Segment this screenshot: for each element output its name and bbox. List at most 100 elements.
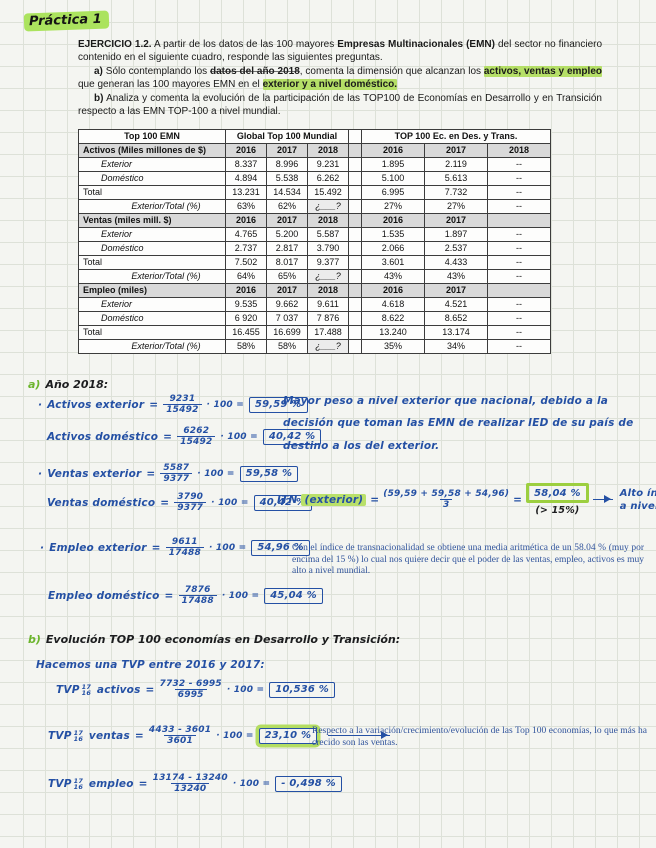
table-gap-cell (348, 311, 362, 326)
table-gap-cell (348, 283, 362, 298)
denominator: 3 (439, 499, 453, 510)
itn-formula: ITN (exterior) = (59,59 + 59,58 + 54,96)… (277, 483, 656, 516)
row-label-cell: Exterior/Total (%) (78, 339, 226, 354)
itn-label: ITN (277, 493, 298, 506)
denominator: 9377 (174, 502, 207, 513)
table-row: Doméstico 6 920 7 037 7 876 8.622 8.652 -- (78, 311, 551, 326)
value-cell: 35% (361, 339, 425, 354)
year-cell: 2016 (225, 143, 267, 158)
equals-sign: = (138, 777, 148, 790)
table-row: Exterior 9.535 9.662 9.611 4.618 4.521 -- (78, 297, 551, 312)
result-box: 10,536 % (269, 681, 335, 698)
numerator: 9231 (169, 394, 196, 404)
year-cell: 2016 (361, 143, 425, 158)
year-cell: 2017 (424, 143, 488, 158)
table-gap-cell (348, 227, 362, 242)
typed-note-b: Respecto a la variación/crecimiento/evol… (312, 726, 647, 748)
fraction: 7732 - 6995 6995 (160, 679, 222, 700)
text-segment: datos del año 2018 (210, 65, 300, 77)
formula-line: · Ventas exterior = 5587 9377 · 100 = 59,58 % (38, 463, 299, 484)
value-cell: 9.662 (266, 297, 308, 312)
times-100: · 100 = (197, 468, 235, 479)
denominator: 13240 (171, 783, 210, 794)
row-label-cell: Doméstico (78, 171, 226, 186)
table-gap-cell (348, 241, 362, 256)
result-box: 59,58 % (239, 465, 299, 482)
year-cell (487, 213, 551, 228)
table-gap-cell (348, 297, 362, 312)
value-cell: 3.790 (307, 241, 349, 256)
result-box: 58,04 % (526, 483, 589, 503)
superscript: 17 (81, 682, 92, 691)
value-cell: 43% (361, 269, 425, 284)
threshold-note: (> 15%) (535, 505, 580, 516)
typed-note-a: Con el índice de transnacionalidad se ob… (292, 543, 644, 577)
value-cell: 27% (424, 199, 488, 214)
heading-text: Evolución TOP 100 economías en Desarroll… (45, 633, 401, 646)
row-label-cell: Exterior/Total (%) (78, 199, 226, 214)
value-cell: 2.066 (361, 241, 425, 256)
times-100: · 100 = (220, 431, 258, 442)
value-cell: -- (487, 255, 551, 270)
subscript: 16 (81, 688, 92, 697)
value-cell: 6 920 (225, 311, 267, 326)
tvp-year-supsub: 17 16 (74, 729, 83, 742)
value-cell: 5.200 (266, 227, 308, 242)
tvp-year-supsub: 17 16 (81, 682, 92, 697)
equals-sign: = (151, 541, 161, 554)
heading-text: Año 2018: (45, 378, 109, 391)
fraction: 9231 15492 (163, 394, 202, 415)
text-segment: activos, ventas y empleo (483, 65, 602, 77)
formula-label: Ventas doméstico (47, 496, 156, 509)
formula-label: TVP 17 16 activos (56, 682, 141, 697)
equals-sign: = (163, 430, 173, 443)
section-label-cell: Ventas (miles mill. $) (78, 213, 226, 228)
value-cell: 9.377 (307, 255, 349, 270)
formula-line: · Activos exterior = 9231 15492 · 100 = 59,59 … (38, 394, 308, 415)
exercise-paragraph: EJERCICIO 1.2. A partir de los datos de … (78, 38, 602, 65)
formula-label: Activos exterior (47, 398, 145, 411)
value-cell: -- (487, 269, 551, 284)
value-cell: 8.337 (225, 157, 267, 172)
formula-line: Activos doméstico = 6262 15492 · 100 = 40,42 … (47, 426, 322, 447)
fraction: 3790 9377 (174, 492, 207, 513)
section-label-cell: Activos (Miles millones de $) (78, 143, 226, 158)
value-cell: 58% (266, 339, 308, 354)
year-cell: 2016 (361, 283, 425, 298)
times-100: · 100 = (216, 730, 254, 741)
value-cell: 7.502 (225, 255, 267, 270)
times-100: · 100 = (211, 497, 249, 508)
value-cell: 16.699 (266, 325, 308, 340)
formula-line: TVP 17 16 ventas = 4433 - 3601 3601 · 100 = 23,… (48, 725, 391, 746)
value-cell: -- (487, 185, 551, 200)
result-box: 23,10 % (258, 727, 318, 744)
table-header-cell: Global Top 100 Mundial (225, 129, 349, 144)
value-cell: 7.732 (424, 185, 488, 200)
table-gap-cell (348, 339, 362, 354)
long-arrow-icon (592, 495, 613, 504)
result-box: - 0,498 % (275, 775, 342, 792)
value-cell: 3.601 (361, 255, 425, 270)
bullet: · (38, 398, 43, 411)
bullet: · (38, 467, 43, 480)
value-cell: 5.538 (266, 171, 308, 186)
year-cell: 2018 (487, 143, 551, 158)
value-cell: 13.174 (424, 325, 488, 340)
times-100: · 100 = (208, 542, 247, 553)
fraction: (59,59 + 59,58 + 54,96) 3 (383, 489, 509, 510)
row-label-cell: Exterior (78, 157, 226, 172)
bullet: · (40, 541, 45, 554)
value-cell: 6.262 (307, 171, 349, 186)
row-label-cell: Total (78, 325, 226, 340)
row-label-cell: Total (78, 185, 226, 200)
denominator: 3601 (164, 735, 196, 746)
table-gap-cell (348, 185, 362, 200)
table-gap-cell (348, 129, 362, 144)
equals-sign: = (513, 493, 523, 506)
table-row: Total 13.231 14.534 15.492 6.995 7.732 -- (78, 185, 551, 200)
table-row: Exterior 8.337 8.996 9.231 1.895 2.119 -- (78, 157, 551, 172)
denominator: 9377 (160, 473, 193, 484)
table-gap-cell (348, 199, 362, 214)
formula-label: Empleo exterior (49, 541, 147, 554)
text-segment: Analiza y comenta la evolución de la par… (78, 92, 602, 118)
